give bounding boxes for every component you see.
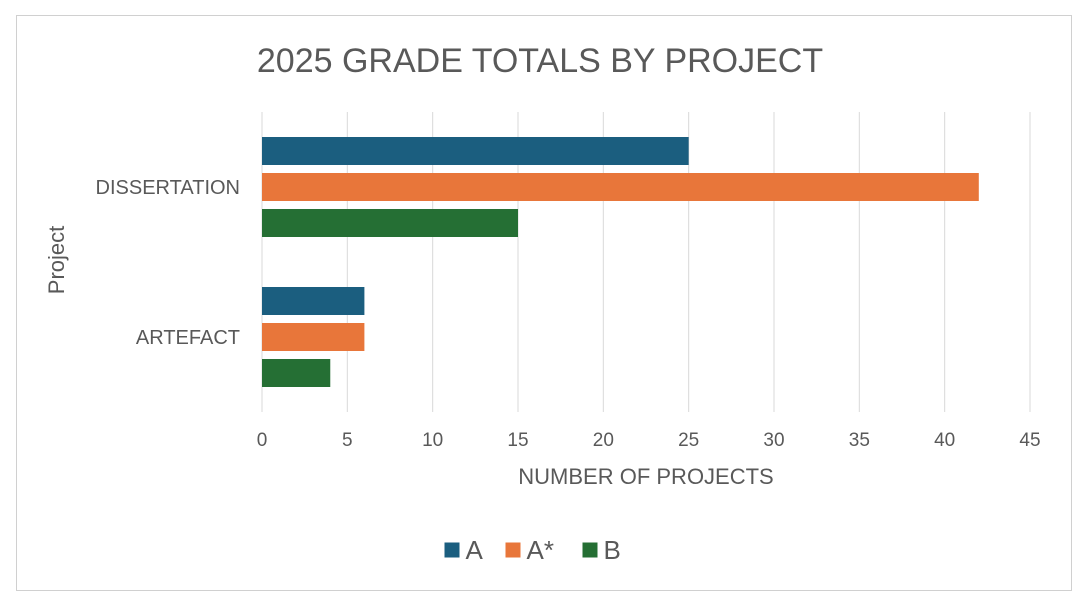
bar-dissertation-a — [262, 137, 689, 165]
x-tick-label: 10 — [422, 430, 443, 451]
x-tick-label: 0 — [257, 430, 268, 451]
x-tick-label: 25 — [678, 430, 699, 451]
legend-swatch — [505, 542, 521, 558]
x-tick-label: 30 — [763, 430, 784, 451]
x-tick-label: 20 — [593, 430, 614, 451]
x-axis-title: NUMBER OF PROJECTS — [518, 464, 773, 489]
bar-artefact-a-star — [262, 323, 365, 351]
bar-dissertation-b — [262, 209, 518, 237]
x-tick-label: 40 — [934, 430, 955, 451]
x-tick-label: 5 — [342, 430, 353, 451]
legend-label: B — [604, 535, 621, 565]
chart-border — [16, 15, 1072, 591]
chart-title: 2025 GRADE TOTALS BY PROJECT — [257, 42, 823, 80]
y-axis-title: Project — [44, 226, 69, 294]
bar-dissertation-a-star — [262, 173, 979, 201]
legend-swatch — [582, 542, 598, 558]
legend-label: A* — [527, 535, 554, 565]
x-tick-label: 35 — [849, 430, 870, 451]
x-tick-labels: 0 5 10 15 20 25 30 35 40 45 — [257, 430, 1041, 451]
bar-artefact-a — [262, 287, 365, 315]
category-label: DISSERTATION — [96, 177, 240, 199]
bars — [262, 137, 979, 387]
legend-label: A — [466, 535, 484, 565]
legend-swatch — [444, 542, 460, 558]
bar-artefact-b — [262, 359, 331, 387]
x-tick-label: 45 — [1019, 430, 1040, 451]
legend: A A* B — [444, 535, 621, 565]
x-tick-label: 15 — [507, 430, 528, 451]
category-label: ARTEFACT — [136, 327, 240, 349]
category-labels: ARTEFACT DISSERTATION — [96, 177, 240, 349]
